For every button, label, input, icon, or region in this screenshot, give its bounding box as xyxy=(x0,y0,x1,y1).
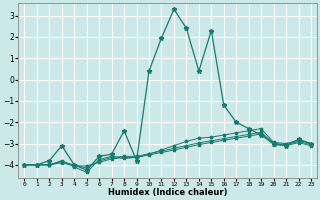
X-axis label: Humidex (Indice chaleur): Humidex (Indice chaleur) xyxy=(108,188,228,197)
